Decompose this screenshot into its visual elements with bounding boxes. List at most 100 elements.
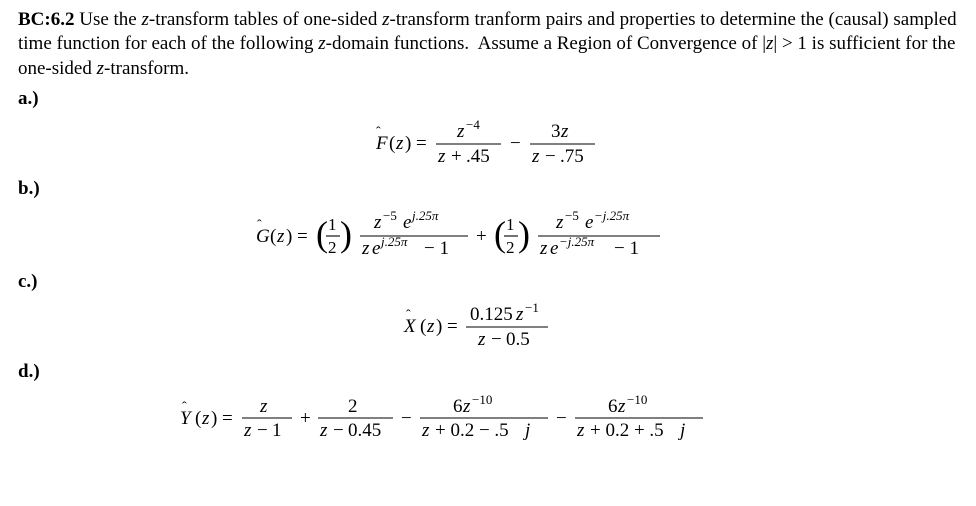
- eq-c-eq: =: [447, 316, 458, 337]
- eq-d-t3-exp: −10: [472, 392, 492, 407]
- eq-b-hat: ˆ: [257, 218, 262, 233]
- eq-a-equals: =: [416, 133, 427, 154]
- eq-c-svg: X ˆ ( z ) = 0.125 z −1 z − 0.5: [358, 298, 618, 354]
- eq-b-lp1: (: [270, 226, 276, 247]
- eq-d-t2-dm: −: [333, 420, 344, 441]
- equation-c: X ˆ ( z ) = 0.125 z −1 z − 0.5: [18, 298, 958, 354]
- eq-b-t2-z: z: [555, 212, 564, 233]
- eq-d-svg: Y ˆ ( z ) = z z − 1 + 2 z − 0.45 −: [168, 388, 808, 446]
- eq-a-t1-num-exp: −4: [466, 117, 480, 132]
- eq-d-t4-z: z: [617, 396, 626, 417]
- eq-b-half-d2: 2: [506, 238, 515, 257]
- eq-a-t2-den-minus: −: [545, 146, 556, 167]
- eq-b-bp2-r: ): [518, 214, 530, 254]
- eq-d-t1-dz: z: [243, 420, 252, 441]
- eq-b-t1-dm1: − 1: [424, 238, 449, 259]
- eq-a-t2-den-z: z: [531, 146, 540, 167]
- eq-b-t1-zexp: −5: [383, 208, 397, 223]
- eq-b-t1-z: z: [373, 212, 382, 233]
- eq-d-minus1: −: [401, 408, 412, 429]
- eq-c-den-r: 0.5: [506, 329, 530, 350]
- eq-d-t4-exp: −10: [627, 392, 647, 407]
- problem-intro: BC:6.2 Use the z-transform tables of one…: [18, 8, 958, 81]
- eq-b-bp1-r: ): [340, 214, 352, 254]
- eq-d-t4-j: j: [677, 420, 685, 441]
- eq-b-t2-dz: z: [539, 238, 548, 259]
- eq-b-half-n2: 1: [506, 215, 515, 234]
- eq-a-t2-num-3: 3: [551, 121, 561, 142]
- eq-d-minus2: −: [556, 408, 567, 429]
- eq-a-lpar: (: [389, 133, 395, 154]
- eq-a-t2-num-z: z: [560, 121, 569, 142]
- eq-b-t2-dm1: − 1: [614, 238, 639, 259]
- eq-d-t1-dr: 1: [272, 420, 282, 441]
- eq-b-t1-deexp: j.25π: [379, 234, 408, 249]
- eq-b-bp2-l: (: [494, 214, 506, 254]
- eq-b-t2-zexp: −5: [565, 208, 579, 223]
- eq-a-t1-den-z: z: [437, 146, 446, 167]
- eq-d-t3-j: j: [522, 420, 530, 441]
- eq-d-t2-num: 2: [348, 396, 358, 417]
- eq-b-rp1: ): [286, 226, 292, 247]
- eq-c-z: z: [426, 316, 435, 337]
- eq-a-t1-num-z: z: [456, 121, 465, 142]
- eq-a-hat: ˆ: [376, 125, 381, 140]
- eq-d-t4-den: + 0.2 + .5: [590, 420, 664, 441]
- eq-c-num-c: 0.125: [470, 304, 513, 325]
- eq-b-t2-eexp: −j.25π: [594, 208, 630, 223]
- eq-b-t1-e: e: [403, 212, 411, 233]
- eq-b-svg: G ˆ ( z ) = ( 1 2 ) z −5 e j.25π: [228, 206, 748, 264]
- eq-c-num-z: z: [515, 304, 524, 325]
- eq-c-hat: ˆ: [406, 308, 411, 323]
- eq-b-half-n1: 1: [328, 215, 337, 234]
- eq-b-bp1-l: (: [316, 214, 328, 254]
- eq-c-lp: (: [420, 316, 426, 337]
- eq-d-t3-z: z: [462, 396, 471, 417]
- eq-d-t3-6: 6: [453, 396, 463, 417]
- eq-d-t4-denz: z: [576, 420, 585, 441]
- eq-b-t1-dz: z: [361, 238, 370, 259]
- eq-a-t1-den-plus: +: [451, 146, 462, 167]
- eq-b-t1-de: e: [372, 238, 380, 259]
- equation-b: G ˆ ( z ) = ( 1 2 ) z −5 e j.25π: [18, 206, 958, 264]
- eq-b-half-d1: 2: [328, 238, 337, 257]
- eq-d-plus: +: [300, 408, 311, 429]
- eq-d-t2-dz: z: [319, 420, 328, 441]
- equation-a: F ˆ ( z ) = z −4 z + .45 − 3 z z: [18, 115, 958, 171]
- eq-d-t4-6: 6: [608, 396, 618, 417]
- eq-b-plus: +: [476, 226, 487, 247]
- intro-text: Use the z-transform tables of one-sided …: [18, 9, 957, 79]
- eq-a-t2-den-const: .75: [560, 146, 584, 167]
- eq-b-t1-eexp: j.25π: [410, 208, 439, 223]
- eq-a-svg: F ˆ ( z ) = z −4 z + .45 − 3 z z: [338, 115, 638, 171]
- eq-d-t3-denz: z: [421, 420, 430, 441]
- eq-d-t3-den: + 0.2 − .5: [435, 420, 509, 441]
- eq-a-minus: −: [510, 133, 521, 154]
- eq-c-den-m: −: [491, 329, 502, 350]
- eq-d-hat: ˆ: [182, 400, 187, 415]
- problem-page: BC:6.2 Use the z-transform tables of one…: [0, 0, 976, 446]
- eq-d-t2-dr: 0.45: [348, 420, 381, 441]
- eq-b-eq: =: [297, 226, 308, 247]
- equation-d: Y ˆ ( z ) = z z − 1 + 2 z − 0.45 −: [18, 388, 958, 446]
- eq-d-z: z: [201, 408, 210, 429]
- eq-c-rp: ): [436, 316, 442, 337]
- part-b-label: b.): [18, 177, 958, 201]
- eq-b-z1: z: [276, 226, 285, 247]
- eq-c-num-exp: −1: [525, 300, 539, 315]
- part-d-label: d.): [18, 360, 958, 384]
- eq-a-z: z: [395, 133, 404, 154]
- eq-b-t2-e: e: [585, 212, 593, 233]
- eq-d-t1-dm: −: [257, 420, 268, 441]
- eq-b-t2-deexp: −j.25π: [559, 234, 595, 249]
- eq-a-t1-den-const: .45: [466, 146, 490, 167]
- eq-a-rpar: ): [405, 133, 411, 154]
- problem-ref: BC:6.2: [18, 9, 74, 30]
- eq-d-t1-num: z: [259, 396, 268, 417]
- eq-d-rp: ): [211, 408, 217, 429]
- part-c-label: c.): [18, 270, 958, 294]
- eq-b-t2-de: e: [550, 238, 558, 259]
- eq-c-den-z: z: [477, 329, 486, 350]
- eq-d-lp: (: [195, 408, 201, 429]
- part-a-label: a.): [18, 87, 958, 111]
